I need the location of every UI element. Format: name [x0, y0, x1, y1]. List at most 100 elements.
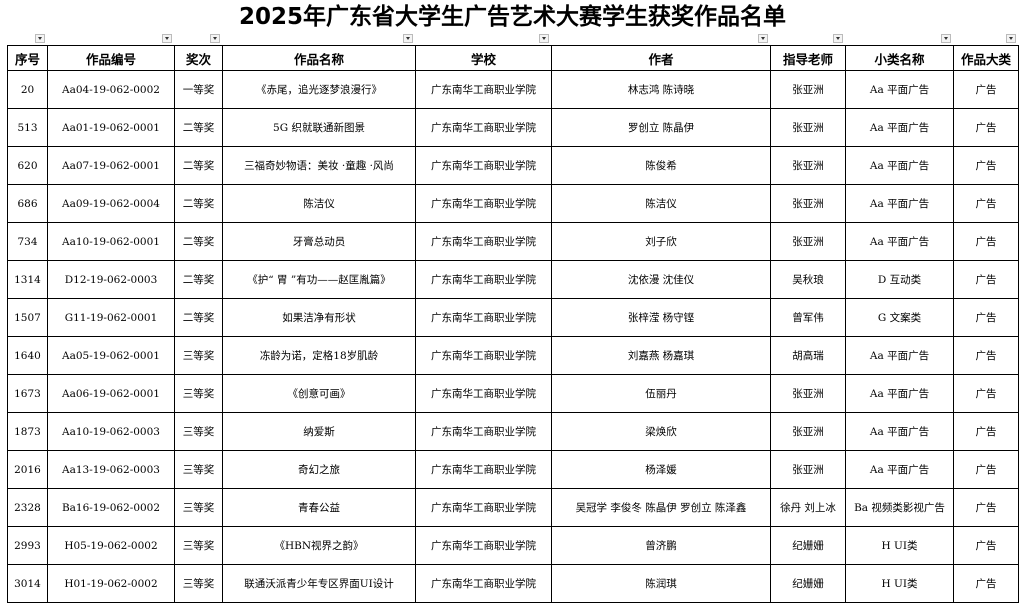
table-cell: 张亚洲 [770, 146, 846, 185]
table-cell: 刘子欣 [551, 222, 771, 261]
table-cell: Aa06-19-062-0001 [47, 374, 175, 413]
table-cell: 广告 [953, 260, 1019, 299]
table-cell: 陈俊希 [551, 146, 771, 185]
filter-row [7, 32, 1018, 45]
table-cell: 广东南华工商职业学院 [415, 70, 552, 109]
table-cell: 杨泽媛 [551, 450, 771, 489]
table-cell: Ba16-19-062-0002 [47, 488, 175, 527]
table-cell: 二等奖 [174, 222, 223, 261]
table-cell: 沈依漫 沈佳仪 [551, 260, 771, 299]
table-row: 1507 G11-19-062-0001 二等奖 如果洁净有形状 广东南华工商职业学院张… [7, 298, 1019, 337]
table-cell: 张亚洲 [770, 412, 846, 451]
table-cell: Aa10-19-062-0003 [47, 412, 175, 451]
table-row: 2993 H05-19-062-0002 三等奖 《HBN视界之韵》 广东南华工商职业学… [7, 526, 1019, 565]
table-cell: 广东南华工商职业学院 [415, 488, 552, 527]
table-cell: 513 [7, 108, 48, 147]
table-cell: 伍丽丹 [551, 374, 771, 413]
filter-dropdown[interactable] [833, 34, 843, 43]
table-cell: Aa 平面广告 [845, 108, 954, 147]
table-cell: 《赤尾，追光逐梦浪漫行》 [222, 70, 416, 109]
filter-dropdown[interactable] [758, 34, 768, 43]
table-cell: 纪姗姗 [770, 526, 846, 565]
table-cell: 纪姗姗 [770, 564, 846, 603]
table-cell: 曾军伟 [770, 298, 846, 337]
table-cell: Aa10-19-062-0001 [47, 222, 175, 261]
table-cell: 广告 [953, 526, 1019, 565]
table-cell: 广告 [953, 70, 1019, 109]
table-cell: 2016 [7, 450, 48, 489]
table-row: 1314 D12-19-062-0003 二等奖 《护“ 胃 ”有功——赵匡胤篇》 广东… [7, 260, 1019, 299]
table-cell: Aa 平面广告 [845, 412, 954, 451]
table-cell: Aa13-19-062-0003 [47, 450, 175, 489]
table-cell: Aa 平面广告 [845, 70, 954, 109]
table-cell: Aa 平面广告 [845, 146, 954, 185]
table-cell: 三等奖 [174, 450, 223, 489]
table-cell: H01-19-062-0002 [47, 564, 175, 603]
filter-dropdown[interactable] [210, 34, 220, 43]
table-cell: 广东南华工商职业学院 [415, 298, 552, 337]
table-cell: 1314 [7, 260, 48, 299]
table-cell: 广东南华工商职业学院 [415, 336, 552, 375]
table-row: 1673 Aa06-19-062-0001 三等奖 《创意可画》 广东南华工商职业学院伍… [7, 374, 1019, 413]
table-cell: Aa 平面广告 [845, 184, 954, 223]
table-row: 2016 Aa13-19-062-0003 三等奖 奇幻之旅 广东南华工商职业学院 杨泽媛… [7, 450, 1019, 489]
table-cell: 686 [7, 184, 48, 223]
filter-dropdown[interactable] [162, 34, 172, 43]
table-cell: 三等奖 [174, 564, 223, 603]
table-cell: Aa 平面广告 [845, 374, 954, 413]
table-cell: 如果洁净有形状 [222, 298, 416, 337]
table-cell: 620 [7, 146, 48, 185]
table-cell: 冻龄为诺，定格18岁肌龄 [222, 336, 416, 375]
table-cell: 广告 [953, 222, 1019, 261]
table-cell: 广东南华工商职业学院 [415, 450, 552, 489]
table-cell: 广东南华工商职业学院 [415, 108, 552, 147]
table-cell: 1673 [7, 374, 48, 413]
table-cell: 广告 [953, 108, 1019, 147]
table-cell: 广告 [953, 298, 1019, 337]
column-header: 作品名称 [222, 45, 416, 71]
table-cell: 联通沃派青少年专区界面UI设计 [222, 564, 416, 603]
table-row: 1873 Aa10-19-062-0003 三等奖 纳爱斯 广东南华工商职业学院 梁焕欣张… [7, 412, 1019, 451]
table-cell: Aa07-19-062-0001 [47, 146, 175, 185]
table-cell: Aa04-19-062-0002 [47, 70, 175, 109]
table-cell: 罗创立 陈晶伊 [551, 108, 771, 147]
table-row: 686 Aa09-19-062-0004 二等奖 陈洁仪 广东南华工商职业学院 陈洁仪 张亚… [7, 184, 1019, 223]
filter-dropdown[interactable] [1006, 34, 1016, 43]
table-cell: 二等奖 [174, 146, 223, 185]
column-header: 指导老师 [770, 45, 846, 71]
header-row: 序号 作品编号 奖次 作品名称 学校 作者 指导老师 小类名称 作品大类 [7, 45, 1019, 71]
table-cell: 二等奖 [174, 184, 223, 223]
table-cell: G11-19-062-0001 [47, 298, 175, 337]
table-cell: Aa01-19-062-0001 [47, 108, 175, 147]
table-cell: 《护“ 胃 ”有功——赵匡胤篇》 [222, 260, 416, 299]
filter-dropdown[interactable] [941, 34, 951, 43]
table-cell: 广告 [953, 336, 1019, 375]
table-cell: 二等奖 [174, 108, 223, 147]
column-header: 作者 [551, 45, 771, 71]
table-cell: 曾济鹏 [551, 526, 771, 565]
table-cell: 2993 [7, 526, 48, 565]
filter-dropdown[interactable] [403, 34, 413, 43]
table-row: 2328 Ba16-19-062-0002 三等奖 青春公益 广东南华工商职业学院 吴冠学… [7, 488, 1019, 527]
table-cell: Aa 平面广告 [845, 222, 954, 261]
table-cell: 广告 [953, 564, 1019, 603]
table-cell: 张亚洲 [770, 222, 846, 261]
table-cell: 三等奖 [174, 412, 223, 451]
table-cell: 吴秋琅 [770, 260, 846, 299]
filter-dropdown[interactable] [35, 34, 45, 43]
table-cell: 三等奖 [174, 526, 223, 565]
sheet-title: 2025年广东省大学生广告艺术大赛学生获奖作品名单 [238, 4, 786, 30]
table-cell: 3014 [7, 564, 48, 603]
table-cell: 二等奖 [174, 260, 223, 299]
table-cell: 1873 [7, 412, 48, 451]
table-cell: 张亚洲 [770, 450, 846, 489]
table-cell: 1640 [7, 336, 48, 375]
filter-dropdown[interactable] [539, 34, 549, 43]
table-cell: 广东南华工商职业学院 [415, 564, 552, 603]
award-table: 序号 作品编号 奖次 作品名称 学校 作者 指导老师 小类名称 作品大类 20 Aa04-19-0… [7, 45, 1019, 603]
table-cell: Aa 平面广告 [845, 336, 954, 375]
table-cell: 广东南华工商职业学院 [415, 146, 552, 185]
table-cell: H05-19-062-0002 [47, 526, 175, 565]
table-cell: 5G 织就联通新图景 [222, 108, 416, 147]
